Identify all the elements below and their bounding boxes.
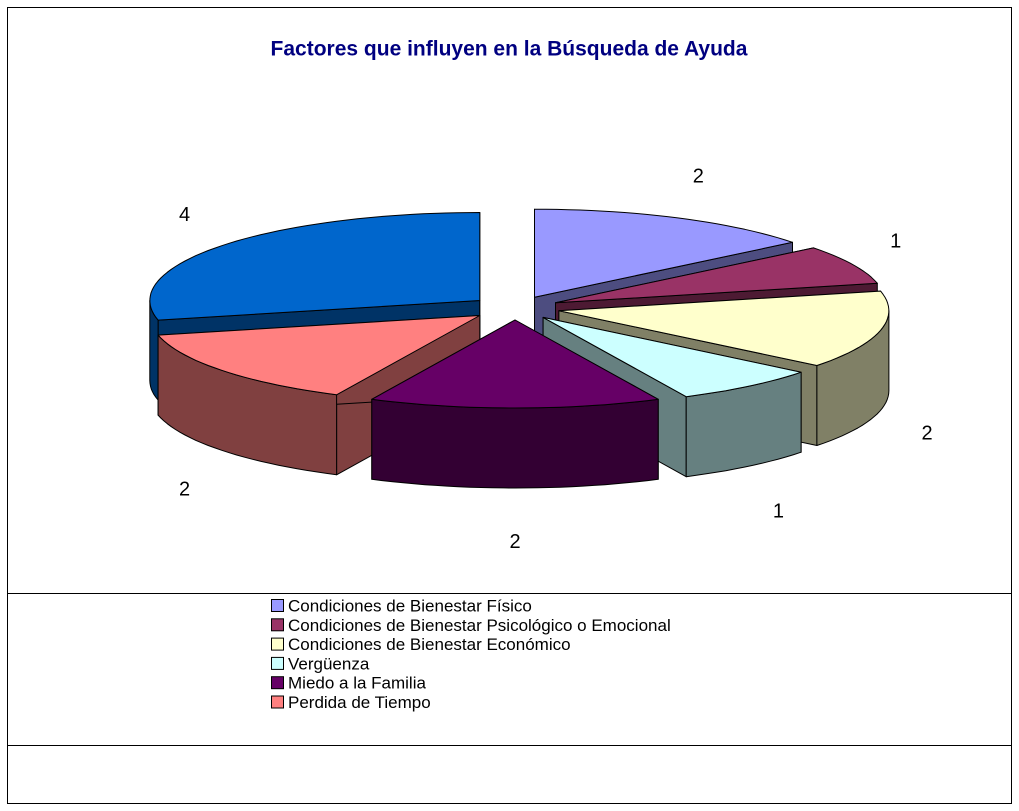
- legend-swatch: [271, 676, 284, 690]
- slice: [371, 319, 659, 489]
- slice-top: [542, 316, 802, 398]
- legend-swatch: [271, 599, 284, 612]
- legend-swatch: [271, 637, 284, 651]
- slice-top: [157, 315, 481, 396]
- slice-top: [149, 212, 481, 321]
- legend-label: Perdida de Tiempo: [288, 693, 431, 712]
- chart-title: Factores que influyen en la Búsqueda de …: [271, 38, 748, 61]
- data-label: 2: [509, 531, 520, 553]
- legend-label: Vergüenza: [288, 654, 370, 673]
- legend-swatch: [271, 656, 284, 670]
- legend-label: Condiciones de Bienestar Económico: [288, 635, 571, 654]
- slice-top: [371, 319, 659, 409]
- data-label: 2: [693, 166, 704, 188]
- legend-label: Miedo a la Familia: [288, 674, 426, 693]
- legend-swatch: [271, 695, 284, 709]
- slice-top: [555, 247, 878, 304]
- slice-wall: [371, 398, 659, 489]
- legend-swatch: [271, 618, 284, 632]
- slice-top: [534, 208, 793, 298]
- data-label: 2: [179, 478, 190, 500]
- slice-top: [558, 290, 890, 366]
- data-label: 1: [773, 500, 784, 522]
- data-label: 1: [890, 231, 901, 253]
- legend-label: Condiciones de Bienestar Psicológico o E…: [288, 616, 671, 635]
- data-label: 4: [179, 204, 190, 226]
- data-label: 2: [921, 422, 932, 444]
- legend-label: Condiciones de Bienestar Físico: [288, 596, 532, 615]
